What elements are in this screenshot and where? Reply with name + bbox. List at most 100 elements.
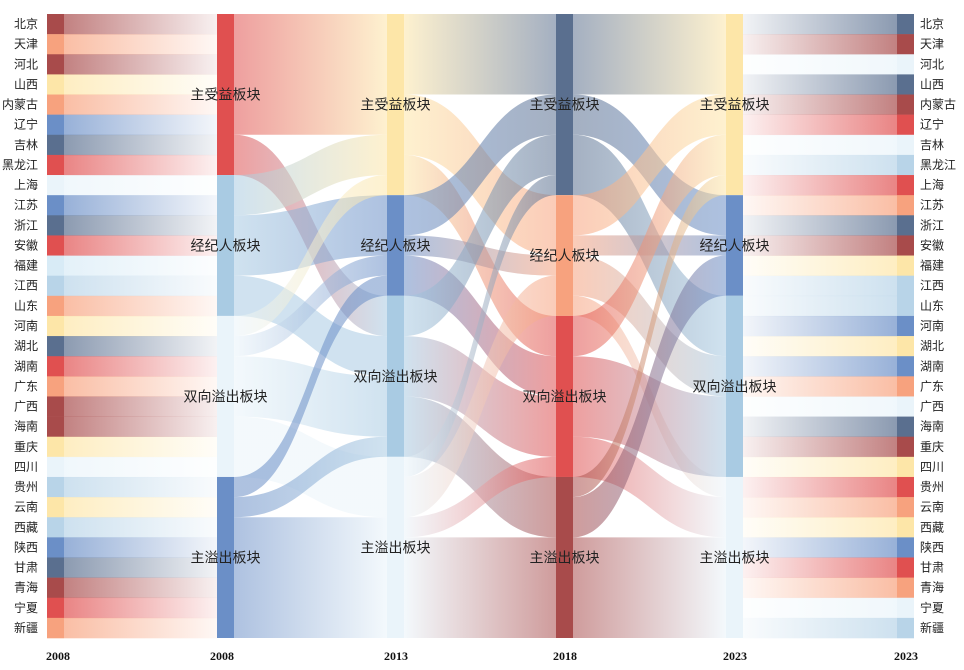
left-province-bands bbox=[47, 14, 217, 639]
left-band-6 bbox=[64, 134, 217, 156]
flow-ribbon bbox=[234, 14, 387, 135]
node-label: 双向溢出板块 bbox=[184, 389, 268, 405]
right-province-label: 山东 bbox=[920, 299, 944, 313]
left-province-label: 陕西 bbox=[14, 539, 38, 554]
node-bar bbox=[387, 195, 404, 296]
right-band-17 bbox=[743, 356, 897, 377]
node-bar bbox=[556, 195, 573, 316]
node-bar bbox=[726, 295, 743, 477]
node-bar bbox=[217, 315, 234, 477]
left-strip-15 bbox=[47, 315, 64, 337]
right-band-18 bbox=[743, 376, 897, 397]
node-bar bbox=[217, 14, 234, 176]
column-labels: 2008 2008 2013 2018 2023 2023 bbox=[46, 649, 918, 663]
right-strip-9 bbox=[897, 195, 914, 216]
node-bar bbox=[217, 476, 234, 638]
year-label: 2023 bbox=[894, 649, 918, 663]
right-province-label: 河南 bbox=[920, 318, 944, 333]
right-province-bands bbox=[743, 14, 914, 639]
flow-ribbon bbox=[404, 456, 556, 538]
left-band-29 bbox=[64, 597, 217, 619]
left-strip-4 bbox=[47, 94, 64, 115]
right-province-label: 北京 bbox=[920, 17, 944, 31]
left-band-25 bbox=[64, 517, 217, 538]
left-band-15 bbox=[64, 315, 217, 337]
right-band-0 bbox=[743, 14, 897, 35]
right-province-label: 辽宁 bbox=[920, 117, 944, 132]
right-province-label: 安徽 bbox=[920, 237, 944, 252]
left-strip-25 bbox=[47, 517, 64, 538]
right-strip-30 bbox=[897, 617, 914, 639]
right-province-label: 西藏 bbox=[920, 520, 944, 534]
flow-ribbon bbox=[234, 195, 387, 276]
sankey-flows bbox=[234, 14, 726, 638]
right-strip-6 bbox=[897, 134, 914, 156]
left-province-label: 内蒙古 bbox=[2, 97, 38, 112]
right-band-1 bbox=[743, 34, 897, 55]
right-province-label: 海南 bbox=[920, 419, 944, 434]
flow-ribbon bbox=[573, 94, 726, 236]
node-label: 主溢出板块 bbox=[361, 540, 431, 556]
flow-ribbon bbox=[234, 255, 387, 357]
node-label: 经纪人板块 bbox=[361, 238, 431, 254]
right-strip-4 bbox=[897, 94, 914, 115]
left-strip-6 bbox=[47, 134, 64, 156]
right-province-label: 甘肃 bbox=[920, 561, 944, 575]
left-province-label: 四川 bbox=[14, 460, 38, 474]
flow-ribbon bbox=[404, 275, 556, 518]
node-bar bbox=[217, 175, 234, 316]
right-strip-16 bbox=[897, 336, 914, 357]
right-province-label: 陕西 bbox=[920, 539, 944, 554]
right-strip-12 bbox=[897, 255, 914, 276]
left-province-label: 福建 bbox=[14, 258, 38, 273]
right-band-28 bbox=[743, 577, 897, 599]
right-strip-22 bbox=[897, 456, 914, 478]
left-strip-22 bbox=[47, 456, 64, 478]
right-strip-1 bbox=[897, 34, 914, 55]
left-province-label: 海南 bbox=[14, 419, 38, 434]
left-band-2 bbox=[64, 54, 217, 75]
right-strip-11 bbox=[897, 235, 914, 256]
right-band-29 bbox=[743, 597, 897, 619]
left-band-11 bbox=[64, 235, 217, 256]
left-strip-10 bbox=[47, 215, 64, 236]
left-province-label: 广东 bbox=[14, 379, 38, 393]
right-strip-0 bbox=[897, 14, 914, 35]
right-province-label: 福建 bbox=[920, 258, 944, 273]
left-province-label: 湖南 bbox=[14, 358, 38, 373]
flow-ribbon bbox=[404, 14, 556, 95]
left-band-26 bbox=[64, 537, 217, 558]
left-band-17 bbox=[64, 356, 217, 377]
flow-ribbon bbox=[234, 134, 387, 216]
right-band-11 bbox=[743, 235, 897, 256]
right-strip-24 bbox=[897, 497, 914, 518]
right-province-label: 上海 bbox=[920, 177, 944, 192]
right-strip-2 bbox=[897, 54, 914, 75]
right-strip-25 bbox=[897, 517, 914, 538]
year-label: 2013 bbox=[384, 649, 408, 663]
left-strip-7 bbox=[47, 154, 64, 176]
left-strip-18 bbox=[47, 376, 64, 397]
right-strip-3 bbox=[897, 74, 914, 95]
year-label: 2008 bbox=[210, 649, 234, 663]
right-band-2 bbox=[743, 54, 897, 75]
left-strip-19 bbox=[47, 396, 64, 417]
right-strip-18 bbox=[897, 376, 914, 397]
right-province-label: 广西 bbox=[920, 400, 944, 414]
right-province-label: 江西 bbox=[920, 279, 944, 293]
year-label: 2023 bbox=[723, 649, 747, 663]
node-bar bbox=[556, 476, 573, 638]
left-strip-0 bbox=[47, 14, 64, 35]
node-label: 双向溢出板块 bbox=[354, 369, 438, 385]
right-province-label: 河北 bbox=[920, 57, 944, 71]
left-province-label: 北京 bbox=[14, 17, 38, 31]
node-bar bbox=[556, 315, 573, 477]
flow-ribbon bbox=[404, 94, 556, 236]
left-strip-27 bbox=[47, 557, 64, 578]
left-band-13 bbox=[64, 275, 217, 297]
left-band-19 bbox=[64, 396, 217, 417]
right-province-label: 江苏 bbox=[920, 198, 944, 212]
left-strip-9 bbox=[47, 195, 64, 216]
left-band-24 bbox=[64, 497, 217, 518]
left-strip-1 bbox=[47, 34, 64, 55]
